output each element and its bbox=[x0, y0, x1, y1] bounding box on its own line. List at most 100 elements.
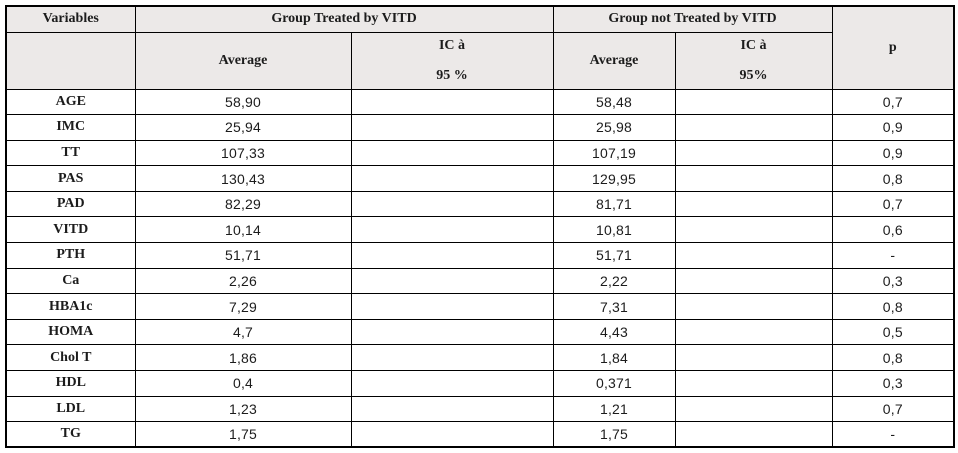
untreated-average-cell: 10,81 bbox=[552, 216, 676, 244]
results-table: Variables Group Treated by VITD Group no… bbox=[5, 5, 956, 449]
p-value-cell: 0,3 bbox=[831, 370, 955, 397]
table-row: HOMA 4,7 4,43 0,5 bbox=[5, 318, 955, 346]
treated-average-cell: 7,29 bbox=[134, 293, 352, 320]
treated-average-cell: 1,86 bbox=[134, 344, 352, 372]
p-value-cell: 0,8 bbox=[831, 165, 955, 192]
treated-ic-cell bbox=[350, 139, 554, 167]
variable-cell: HBA1c bbox=[5, 293, 136, 320]
table-row: VITD 10,14 10,81 0,6 bbox=[5, 216, 955, 244]
untreated-average-cell: 2,22 bbox=[552, 267, 676, 295]
variable-cell: PAS bbox=[5, 165, 136, 192]
p-value-cell: 0,8 bbox=[831, 293, 955, 320]
treated-average-cell: 107,33 bbox=[134, 139, 352, 167]
treated-average-header: Average bbox=[134, 31, 352, 90]
variable-cell: IMC bbox=[5, 114, 136, 141]
untreated-average-cell: 51,71 bbox=[552, 242, 676, 269]
untreated-average-cell: 4,43 bbox=[552, 318, 676, 346]
treated-ic-cell bbox=[350, 267, 554, 295]
untreated-average-cell: 58,48 bbox=[552, 88, 676, 116]
treated-ic-cell bbox=[350, 165, 554, 192]
p-value-cell: 0,6 bbox=[831, 216, 955, 244]
untreated-ic-cell bbox=[674, 395, 833, 423]
variable-cell: LDL bbox=[5, 395, 136, 423]
treated-average-cell: 51,71 bbox=[134, 242, 352, 269]
variable-cell: AGE bbox=[5, 88, 136, 116]
variable-cell: TG bbox=[5, 421, 136, 448]
untreated-ic-cell bbox=[674, 344, 833, 372]
treated-ic-cell bbox=[350, 114, 554, 141]
treated-ic-cell bbox=[350, 344, 554, 372]
table-row: PTH 51,71 51,71 - bbox=[5, 242, 955, 269]
untreated-ic-cell bbox=[674, 139, 833, 167]
group-treated-header: Group Treated by VITD bbox=[134, 5, 554, 33]
untreated-ic-cell bbox=[674, 267, 833, 295]
table-row: HBA1c 7,29 7,31 0,8 bbox=[5, 293, 955, 320]
header-row-groups: Variables Group Treated by VITD Group no… bbox=[5, 5, 955, 90]
treated-ic-cell bbox=[350, 293, 554, 320]
treated-ic-cell bbox=[350, 370, 554, 397]
treated-ic-cell bbox=[350, 190, 554, 218]
p-value-cell: 0,7 bbox=[831, 190, 955, 218]
treated-ic-cell bbox=[350, 216, 554, 244]
untreated-ic-cell bbox=[674, 242, 833, 269]
treated-average-cell: 4,7 bbox=[134, 318, 352, 346]
table-row: Chol T 1,86 1,84 0,8 bbox=[5, 344, 955, 372]
treated-average-cell: 1,75 bbox=[134, 421, 352, 448]
untreated-ic-cell bbox=[674, 114, 833, 141]
variable-cell: PTH bbox=[5, 242, 136, 269]
variable-cell: Ca bbox=[5, 267, 136, 295]
treated-ic-cell bbox=[350, 242, 554, 269]
untreated-ic-header: IC à 95% bbox=[674, 31, 833, 90]
untreated-ic-cell bbox=[674, 293, 833, 320]
variables-subheader-empty-cell bbox=[5, 31, 136, 90]
p-value-cell: - bbox=[831, 421, 955, 448]
untreated-average-cell: 81,71 bbox=[552, 190, 676, 218]
untreated-ic-cell bbox=[674, 370, 833, 397]
untreated-average-header: Average bbox=[552, 31, 676, 90]
untreated-average-cell: 0,371 bbox=[552, 370, 676, 397]
p-value-cell: 0,9 bbox=[831, 139, 955, 167]
untreated-ic-header-line2: 95% bbox=[739, 67, 768, 83]
treated-average-cell: 2,26 bbox=[134, 267, 352, 295]
treated-ic-header-line2: 95 % bbox=[436, 67, 468, 83]
table-row: TT 107,33 107,19 0,9 bbox=[5, 139, 955, 167]
treated-average-cell: 82,29 bbox=[134, 190, 352, 218]
variable-cell: TT bbox=[5, 139, 136, 167]
variable-cell: HOMA bbox=[5, 318, 136, 346]
header-row-sub: Average IC à 95 % Average IC à 95% bbox=[5, 31, 954, 90]
p-value-cell: - bbox=[831, 242, 955, 269]
p-header: p bbox=[831, 5, 955, 90]
table-row: IMC 25,94 25,98 0,9 bbox=[5, 114, 955, 141]
untreated-ic-cell bbox=[674, 216, 833, 244]
table-body: AGE 58,90 58,48 0,7 IMC 25,94 25,98 0,9 … bbox=[5, 88, 955, 448]
variable-cell: HDL bbox=[5, 370, 136, 397]
untreated-ic-header-line1: IC à bbox=[740, 37, 767, 53]
p-value-cell: 0,7 bbox=[831, 88, 955, 116]
treated-average-cell: 58,90 bbox=[134, 88, 352, 116]
treated-ic-header: IC à 95 % bbox=[350, 31, 554, 90]
treated-average-cell: 130,43 bbox=[134, 165, 352, 192]
untreated-ic-cell bbox=[674, 88, 833, 116]
table-row: PAD 82,29 81,71 0,7 bbox=[5, 190, 955, 218]
treated-ic-header-line1: IC à bbox=[438, 37, 466, 53]
treated-average-cell: 1,23 bbox=[134, 395, 352, 423]
untreated-average-cell: 1,84 bbox=[552, 344, 676, 372]
untreated-average-cell: 25,98 bbox=[552, 114, 676, 141]
table-row: Ca 2,26 2,22 0,3 bbox=[5, 267, 955, 295]
variable-cell: PAD bbox=[5, 190, 136, 218]
untreated-average-cell: 1,21 bbox=[552, 395, 676, 423]
untreated-ic-cell bbox=[674, 165, 833, 192]
untreated-ic-cell bbox=[674, 421, 833, 448]
untreated-ic-cell bbox=[674, 318, 833, 346]
treated-average-cell: 0,4 bbox=[134, 370, 352, 397]
group-not-treated-header: Group not Treated by VITD bbox=[552, 5, 833, 33]
p-value-cell: 0,3 bbox=[831, 267, 955, 295]
untreated-average-cell: 1,75 bbox=[552, 421, 676, 448]
treated-ic-cell bbox=[350, 395, 554, 423]
treated-ic-cell bbox=[350, 421, 554, 448]
table-header: Variables Group Treated by VITD Group no… bbox=[5, 5, 955, 90]
table-row: AGE 58,90 58,48 0,7 bbox=[5, 88, 955, 116]
table-row: TG 1,75 1,75 - bbox=[5, 421, 955, 448]
treated-ic-cell bbox=[350, 318, 554, 346]
